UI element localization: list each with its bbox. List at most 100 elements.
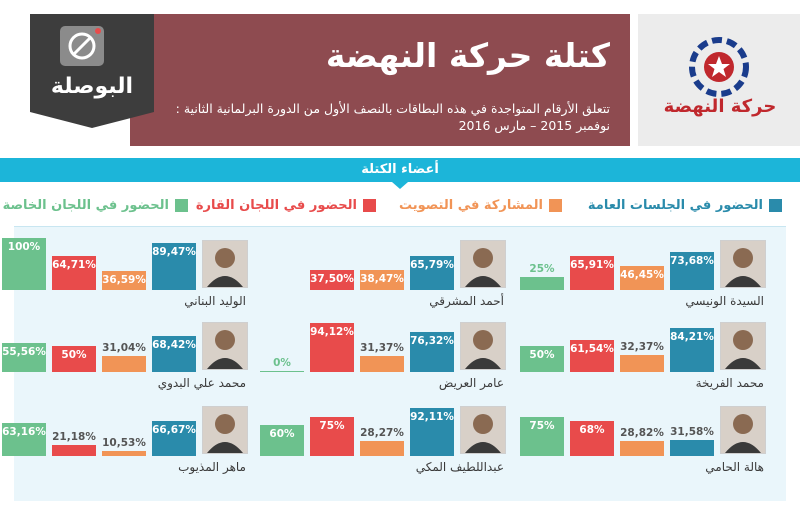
bar-label-voting: 32,37%	[620, 341, 664, 353]
members-label: أعضاء الكتلة	[361, 162, 439, 177]
legend-permanent: الحضور في اللجان القارة	[196, 196, 376, 214]
bar-label-voting: 46,45%	[620, 269, 664, 281]
bar-label-plenary: 31,58%	[670, 426, 714, 438]
bar-label-permanent: 75%	[319, 420, 345, 432]
bar-label-special: 0%	[273, 357, 291, 369]
legend-label-plenary: الحضور في الجلسات العامة	[587, 197, 763, 213]
legend-swatch-plenary	[769, 198, 782, 212]
bar-voting	[360, 270, 404, 290]
member-name: ماهر المذيوب	[178, 460, 246, 474]
bar-label-permanent: 94,12%	[310, 326, 354, 338]
bar-permanent	[570, 340, 614, 372]
bar-label-permanent: 68%	[579, 424, 605, 436]
bar-special	[520, 417, 564, 456]
bar-label-voting: 31,04%	[102, 342, 146, 354]
legend-voting: المشاركة في التصويت	[399, 196, 562, 214]
bar-plenary	[152, 421, 196, 456]
bar-voting	[102, 356, 146, 372]
bar-label-special: 50%	[529, 349, 555, 361]
bar-label-permanent: 65,91%	[570, 259, 614, 271]
nahdha-logo-panel	[638, 14, 800, 146]
bar-label-special: 55,56%	[2, 346, 46, 358]
legend-label-voting: المشاركة في التصويت	[398, 197, 543, 213]
bar-permanent	[52, 445, 96, 456]
bar-label-voting: 38,47%	[360, 273, 404, 285]
legend-swatch-permanent	[363, 198, 376, 212]
member-name: عامر العريض	[438, 376, 504, 390]
member-photo	[460, 240, 506, 288]
bar-label-plenary: 68,42%	[152, 339, 196, 351]
title-banner: كتلة حركة النهضة تتعلق الأرقام المتواجدة…	[130, 14, 630, 146]
member-name: هالة الحامي	[705, 460, 764, 474]
bar-permanent	[310, 323, 354, 372]
member-photo	[460, 406, 506, 454]
bar-label-voting: 36,59%	[102, 274, 146, 286]
legend-label-permanent: الحضور في اللجان القارة	[195, 197, 357, 213]
bar-plenary	[670, 440, 714, 456]
bar-permanent	[570, 421, 614, 456]
legend-label-special: الحضور في اللجان الخاصة	[2, 197, 169, 213]
member-name: السيدة الونيسي	[685, 294, 764, 308]
subtitle-line-2: نوفمبر 2015 – مارس 2016	[458, 118, 610, 133]
bar-plenary	[152, 243, 196, 290]
bar-permanent	[52, 256, 96, 290]
bar-label-special: 60%	[269, 428, 295, 440]
member-photo	[202, 240, 248, 288]
member-name: عبداللطيف المكي	[415, 460, 504, 474]
bar-plenary	[152, 336, 196, 372]
member-photo	[720, 322, 766, 370]
bar-special	[260, 371, 304, 372]
member-name: أحمد المشرقي	[429, 294, 504, 308]
legend-swatch-voting	[549, 198, 562, 212]
bar-special	[260, 425, 304, 456]
bar-label-permanent: 37,50%	[310, 273, 354, 285]
legend-special: الحضور في اللجان الخاصة	[3, 196, 188, 214]
compass-icon	[60, 26, 104, 66]
member-photo	[720, 406, 766, 454]
subtitle-line-1: تتعلق الأرقام المتواجدة في هذه البطاقات …	[175, 101, 610, 116]
bar-voting	[102, 451, 146, 456]
bar-label-special: 25%	[529, 263, 555, 275]
bar-voting	[360, 441, 404, 456]
member-name: محمد الفريخة	[695, 376, 764, 390]
bar-label-permanent: 21,18%	[52, 431, 96, 443]
bar-plenary	[670, 328, 714, 372]
bar-voting	[620, 266, 664, 290]
bar-label-plenary: 66,67%	[152, 424, 196, 436]
bar-label-permanent: 61,54%	[570, 343, 614, 355]
bosla-logo-tip	[30, 112, 154, 128]
members-bar-pointer	[392, 182, 408, 189]
bar-label-plenary: 65,79%	[410, 259, 454, 271]
member-name: الوليد البناني	[184, 294, 246, 308]
bar-label-plenary: 89,47%	[152, 246, 196, 258]
bar-permanent	[310, 270, 354, 290]
bar-label-plenary: 76,32%	[410, 335, 454, 347]
bar-label-permanent: 50%	[61, 349, 87, 361]
bar-voting	[102, 271, 146, 290]
bar-label-plenary: 84,21%	[670, 331, 714, 343]
nahdha-emblem-icon	[689, 37, 749, 97]
legend-swatch-special	[175, 198, 188, 212]
bar-voting	[360, 356, 404, 372]
bar-label-special: 75%	[529, 420, 555, 432]
bar-permanent	[570, 256, 614, 290]
bosla-logo-text: البوصلة	[50, 74, 134, 99]
bar-special	[2, 343, 46, 372]
bar-special	[520, 346, 564, 372]
bar-permanent	[52, 346, 96, 372]
bar-voting	[620, 355, 664, 372]
bar-plenary	[410, 408, 454, 456]
member-name: محمد علي البدوي	[157, 376, 246, 390]
bar-label-voting: 28,27%	[360, 427, 404, 439]
member-photo	[202, 322, 248, 370]
bar-label-voting: 28,82%	[620, 427, 664, 439]
bar-special	[520, 277, 564, 290]
bar-label-special: 63,16%	[2, 426, 46, 438]
bar-permanent	[310, 417, 354, 456]
bar-label-plenary: 73,68%	[670, 255, 714, 267]
page-title: كتلة حركة النهضة	[325, 36, 610, 75]
bar-label-voting: 10,53%	[102, 437, 146, 449]
bar-label-permanent: 64,71%	[52, 259, 96, 271]
member-photo	[202, 406, 248, 454]
page-subtitle: تتعلق الأرقام المتواجدة في هذه البطاقات …	[150, 100, 610, 134]
